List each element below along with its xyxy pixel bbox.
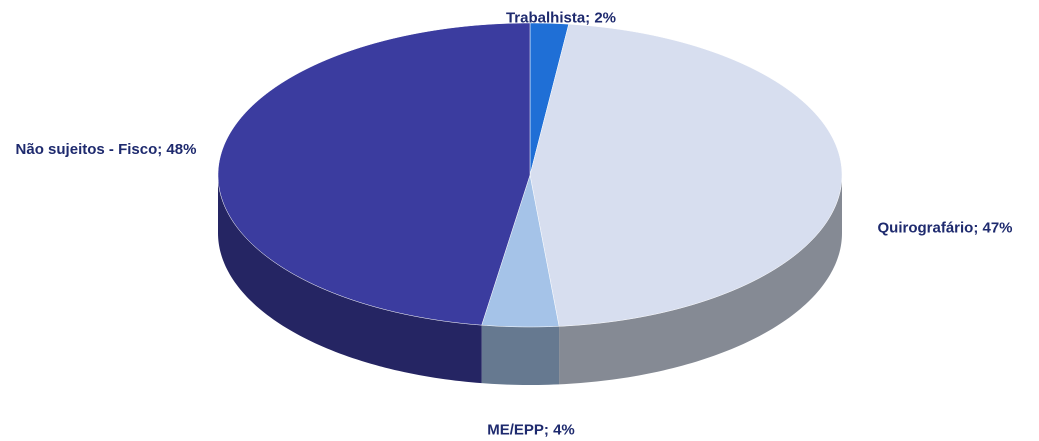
slice — [481, 174, 560, 328]
data-label: Quirografário; 47% — [877, 219, 1013, 237]
slice-side — [218, 175, 482, 384]
slice-side — [559, 175, 842, 385]
slice-side — [481, 325, 560, 385]
data-label: ME/EPP; 4% — [487, 421, 575, 439]
data-label: Trabalhista; 2% — [505, 9, 617, 27]
slice — [217, 22, 531, 326]
slice — [529, 23, 843, 327]
data-label: Não sujeitos - Fisco; 48% — [15, 141, 197, 158]
